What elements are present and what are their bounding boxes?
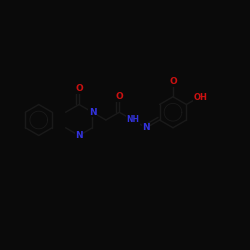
Text: O: O [169,77,177,86]
Text: N: N [75,131,83,140]
Text: OH: OH [193,93,207,102]
Text: O: O [116,92,123,101]
Text: O: O [75,84,83,93]
Text: N: N [89,108,96,117]
Text: N: N [142,123,150,132]
Text: NH: NH [126,116,139,124]
